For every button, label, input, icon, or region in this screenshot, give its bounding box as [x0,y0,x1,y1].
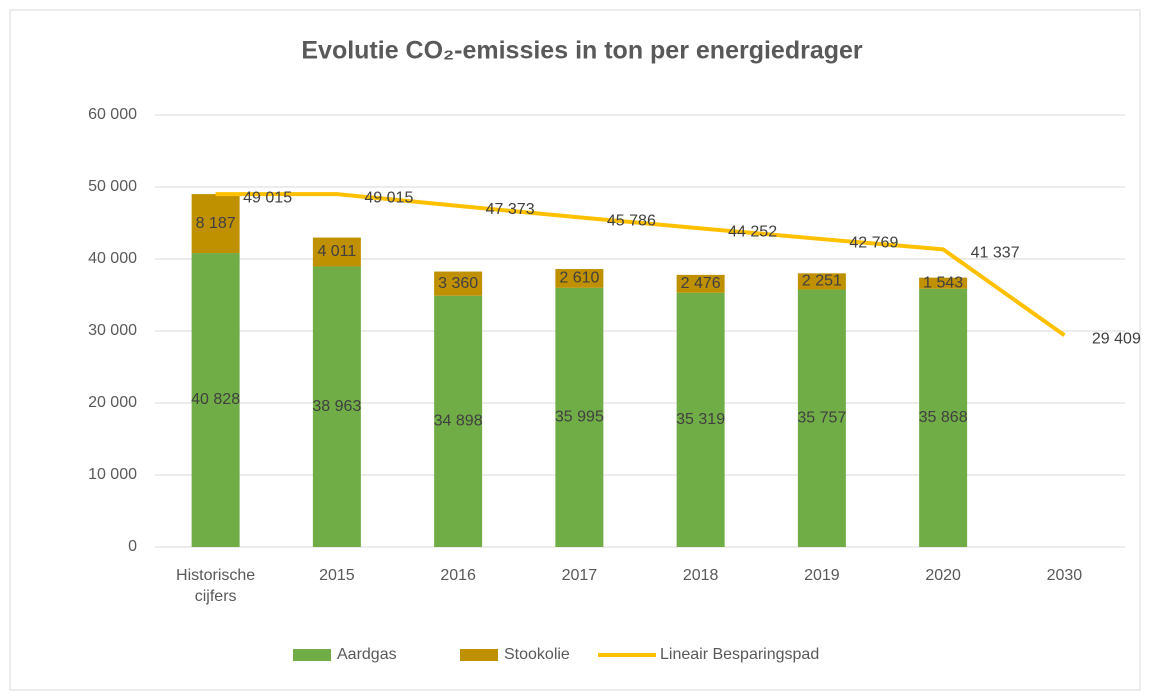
data-label: 35 995 [555,409,604,426]
data-label: 45 786 [607,213,656,230]
bar-segment [555,287,604,547]
bar-segment [191,194,240,254]
legend-label: Lineair Besparingspad [660,646,819,663]
legend-swatch [460,649,498,661]
data-label: 40 828 [191,391,240,408]
bar-segment [919,288,968,547]
data-label: 8 187 [196,215,236,232]
bar-segment [676,292,725,547]
legend-label: Aardgas [337,646,397,663]
y-tick-label: 60 000 [88,106,137,123]
x-tick-label: 2030 [1046,567,1083,584]
legend-label: Stookolie [504,646,570,663]
data-label: 35 319 [676,411,725,428]
data-label: 29 409 [1092,330,1141,347]
bar-segment [919,277,968,289]
x-tick-label: 2019 [804,567,840,584]
data-label: 2 476 [681,275,721,292]
bar-segment [312,237,361,267]
data-label: 2 610 [559,270,599,287]
data-label: 1 543 [923,274,963,291]
x-tick-label: 2020 [925,567,961,584]
data-label: 47 373 [486,201,535,218]
data-label: 35 868 [919,409,968,426]
chart-title: Evolutie CO₂-emissies in ton per energie… [301,37,863,65]
x-tick-label: 2016 [440,567,476,584]
x-tick-label: 2017 [561,567,598,584]
data-label: 41 337 [971,245,1020,262]
y-tick-label: 10 000 [88,466,137,483]
legend-swatch [293,649,331,661]
bar-segment [191,253,240,548]
bar-segment [555,269,604,288]
data-label: 38 963 [312,398,361,415]
data-label: 34 898 [434,413,483,430]
data-label: 42 769 [849,234,898,251]
y-tick-label: 50 000 [88,178,137,195]
y-tick-label: 0 [128,538,137,555]
x-tick-label: 2015 [319,567,355,584]
data-label: 4 011 [317,243,356,260]
data-label: 49 015 [364,189,413,206]
y-tick-label: 30 000 [88,322,137,339]
line-series [215,192,1066,337]
bar-segment [434,295,483,547]
x-tick-label: Historische cijfers [176,567,256,605]
bar-segment [676,274,725,293]
data-label: 44 252 [728,224,777,241]
y-tick-label: 40 000 [88,250,137,267]
bar-segment [797,273,846,290]
data-label: 35 757 [797,409,846,426]
bar-segment [312,266,361,547]
y-tick-label: 20 000 [88,394,137,411]
x-tick-label: 2018 [682,567,719,584]
data-label: 49 015 [243,189,292,206]
bar-segment [797,289,846,547]
bar-segment [434,271,483,296]
data-label: 3 360 [438,275,478,292]
data-label: 2 251 [802,273,842,290]
